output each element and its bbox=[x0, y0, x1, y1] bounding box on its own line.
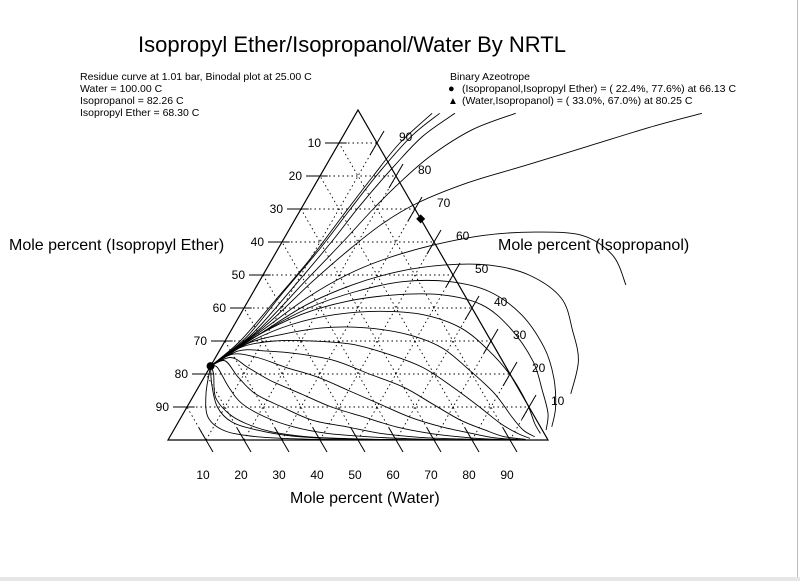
grid-line bbox=[281, 208, 416, 441]
azeotrope-text: (Isopropanol,Isopropyl Ether) = ( 22.4%,… bbox=[462, 83, 737, 95]
bottom-tick-label: 40 bbox=[310, 468, 324, 482]
right-tick-label: 30 bbox=[513, 328, 527, 342]
grid-line bbox=[262, 274, 359, 441]
grid-line bbox=[243, 175, 397, 441]
triangle-outline bbox=[166, 108, 550, 441]
azeotrope-text: (Water,Isopropanol) = ( 33.0%, 67.0%) at… bbox=[462, 95, 693, 107]
residue-curve bbox=[210, 359, 526, 441]
azeotrope-heading: Binary Azeotrope bbox=[450, 71, 530, 83]
right-tick-label: 10 bbox=[551, 394, 565, 408]
left-tick-label: 20 bbox=[289, 169, 303, 183]
azeotrope-marker bbox=[206, 362, 215, 371]
residue-curve bbox=[210, 326, 535, 438]
right-tick-label: 80 bbox=[418, 163, 432, 177]
left-tick-label: 40 bbox=[251, 235, 265, 249]
residue-curve bbox=[210, 339, 531, 439]
residue-curve bbox=[210, 349, 526, 440]
residue-curve bbox=[210, 112, 440, 367]
grid-line bbox=[205, 373, 245, 441]
azeotrope-item: ▲ (Water,Isopropanol) = ( 33.0%, 67.0%) … bbox=[448, 95, 736, 107]
right-tick-label: 20 bbox=[532, 361, 546, 375]
ether-boiling-point: Isopropyl Ether = 68.30 C bbox=[80, 107, 200, 119]
grid-line bbox=[205, 142, 378, 441]
right-tick-label: 70 bbox=[437, 196, 451, 210]
window-bottom-strip bbox=[0, 577, 800, 581]
residue-curve-info: Residue curve at 1.01 bar, Binodal plot … bbox=[80, 71, 312, 119]
right-tick-label: 50 bbox=[475, 262, 489, 276]
grid-line bbox=[395, 307, 473, 441]
left-tick-label: 50 bbox=[232, 268, 246, 282]
left-axis-label: Mole percent (Isopropyl Ether) bbox=[9, 237, 225, 254]
grid-line bbox=[243, 307, 321, 441]
bottom-tick-label: 90 bbox=[500, 468, 514, 482]
grid-line bbox=[186, 406, 207, 441]
left-tick-label: 70 bbox=[194, 334, 208, 348]
azeotrope-legend: Binary Azeotrope ● (Isopropanol,Isopropy… bbox=[448, 71, 736, 107]
bottom-tick-label: 10 bbox=[196, 468, 210, 482]
right-tick-label: 40 bbox=[494, 295, 508, 309]
bottom-tick-label: 30 bbox=[272, 468, 286, 482]
residue-curve bbox=[210, 112, 433, 367]
axis-ticks: 10 20 30 40 50 60 70 80 90 90 80 70 60 50 40 30 20 10 10 20… bbox=[156, 130, 565, 482]
residue-curve bbox=[210, 112, 703, 367]
residue-curve bbox=[210, 353, 522, 441]
isopropanol-boiling-point: Isopropanol = 82.26 C bbox=[80, 95, 184, 107]
grid-line bbox=[300, 208, 435, 441]
residue-curve bbox=[210, 231, 627, 367]
left-tick-label: 30 bbox=[270, 202, 284, 216]
grid-line bbox=[338, 142, 511, 441]
azeotrope-marker bbox=[416, 214, 426, 224]
residue-conditions-line: Residue curve at 1.01 bar, Binodal plot … bbox=[80, 71, 312, 83]
right-axis-label: Mole percent (Isopropanol) bbox=[498, 237, 690, 254]
grid-line bbox=[319, 241, 435, 441]
azeotrope-item: ● (Isopropanol,Isopropyl Ether) = ( 22.4… bbox=[448, 83, 736, 95]
plot-title: Isopropyl Ether/Isopropanol/Water By NRT… bbox=[138, 32, 566, 57]
residue-curve bbox=[210, 293, 549, 431]
grid-lines bbox=[186, 142, 530, 441]
right-tick-label: 60 bbox=[456, 229, 470, 243]
bottom-tick-label: 60 bbox=[386, 468, 400, 482]
grid-line bbox=[224, 340, 283, 441]
residue-curve bbox=[210, 357, 522, 441]
residue-curve bbox=[210, 365, 473, 441]
left-tick-label: 80 bbox=[175, 367, 189, 381]
left-tick-label: 60 bbox=[213, 301, 227, 315]
residue-curves bbox=[205, 112, 703, 441]
grid-line bbox=[433, 340, 492, 441]
bottom-tick-label: 50 bbox=[348, 468, 362, 482]
grid-line bbox=[319, 175, 473, 441]
residue-curve bbox=[210, 263, 579, 394]
residue-curve bbox=[205, 366, 435, 441]
residue-curve bbox=[210, 365, 503, 441]
residue-curve bbox=[210, 112, 516, 367]
bottom-tick-label: 80 bbox=[462, 468, 476, 482]
water-boiling-point: Water = 100.00 C bbox=[80, 83, 163, 95]
circle-marker-icon: ● bbox=[448, 83, 455, 95]
grid-line bbox=[281, 241, 397, 441]
bottom-tick-label: 70 bbox=[424, 468, 438, 482]
bottom-axis-label: Mole percent (Water) bbox=[290, 490, 440, 507]
residue-curve bbox=[210, 279, 557, 427]
residue-curve bbox=[210, 112, 456, 367]
bottom-tick-label: 20 bbox=[234, 468, 248, 482]
left-tick-label: 90 bbox=[156, 400, 170, 414]
grid-line bbox=[357, 274, 454, 441]
triangle-marker-icon: ▲ bbox=[448, 96, 458, 107]
azeotrope-markers bbox=[206, 214, 426, 371]
left-tick-label: 10 bbox=[308, 136, 322, 150]
